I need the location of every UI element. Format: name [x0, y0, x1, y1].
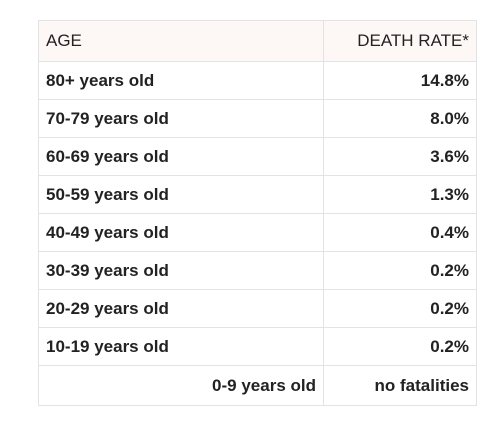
- age-cell: 70-79 years old: [38, 99, 324, 138]
- rate-cell: 0.4%: [323, 213, 477, 252]
- table-row: 20-29 years old 0.2%: [38, 289, 477, 328]
- rate-cell: 3.6%: [323, 137, 477, 176]
- age-cell: 40-49 years old: [38, 213, 324, 252]
- table-row: 30-39 years old 0.2%: [38, 251, 477, 290]
- death-rate-table-container: AGE DEATH RATE* 80+ years old 14.8% 70-7…: [38, 20, 477, 406]
- rate-cell: 14.8%: [323, 61, 477, 100]
- rate-cell: 8.0%: [323, 99, 477, 138]
- table-row: 10-19 years old 0.2%: [38, 327, 477, 366]
- table-row: 50-59 years old 1.3%: [38, 175, 477, 214]
- age-cell: 50-59 years old: [38, 175, 324, 214]
- table-row: 70-79 years old 8.0%: [38, 99, 477, 138]
- table-header: AGE DEATH RATE*: [38, 20, 477, 62]
- death-rate-table: AGE DEATH RATE* 80+ years old 14.8% 70-7…: [38, 20, 477, 406]
- table-body: 80+ years old 14.8% 70-79 years old 8.0%…: [38, 61, 477, 406]
- table-row: 80+ years old 14.8%: [38, 61, 477, 100]
- rate-cell: 0.2%: [323, 289, 477, 328]
- age-cell: 0-9 years old: [38, 365, 324, 406]
- header-age: AGE: [38, 20, 324, 62]
- age-cell: 10-19 years old: [38, 327, 324, 366]
- rate-cell: 1.3%: [323, 175, 477, 214]
- rate-cell: 0.2%: [323, 327, 477, 366]
- age-cell: 80+ years old: [38, 61, 324, 100]
- table-header-row: AGE DEATH RATE*: [38, 20, 477, 62]
- age-cell: 20-29 years old: [38, 289, 324, 328]
- header-death-rate: DEATH RATE*: [323, 20, 477, 62]
- age-cell: 30-39 years old: [38, 251, 324, 290]
- rate-cell: no fatalities: [323, 365, 477, 406]
- age-cell: 60-69 years old: [38, 137, 324, 176]
- table-row: 60-69 years old 3.6%: [38, 137, 477, 176]
- table-row: 0-9 years old no fatalities: [38, 365, 477, 406]
- rate-cell: 0.2%: [323, 251, 477, 290]
- table-row: 40-49 years old 0.4%: [38, 213, 477, 252]
